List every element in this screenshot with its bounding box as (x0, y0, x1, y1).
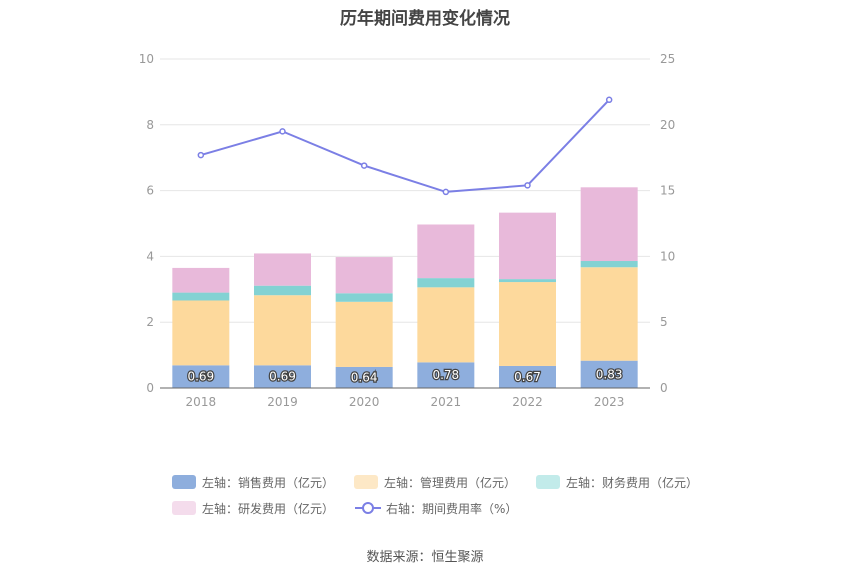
legend-swatch-sales (172, 475, 196, 489)
bar-segment (417, 278, 475, 288)
source-note: 数据来源：恒生聚源 (366, 550, 484, 565)
left-axis-tick-label: 10 (139, 52, 154, 66)
bar-segment (580, 360, 638, 388)
left-axis-tick-label: 8 (146, 118, 154, 132)
line-point (524, 182, 531, 189)
bar-segment (172, 292, 230, 301)
bar-segment (335, 257, 393, 294)
bar-segment (417, 362, 475, 388)
legend-label-finance: 左轴：财务费用（亿元） (566, 475, 699, 490)
bar-segment (417, 287, 475, 363)
legend-item-finance[interactable]: 左轴：财务费用（亿元） (536, 474, 698, 491)
bar-segment (172, 365, 230, 388)
left-axis-tick-label: 6 (146, 184, 154, 198)
legend-swatch-rd (172, 501, 196, 515)
right-axis-tick-label: 20 (660, 118, 675, 132)
legend-line-marker-icon (355, 502, 382, 514)
bar-segment (335, 301, 393, 367)
legend-swatch-admin (354, 475, 379, 489)
bar-segment (172, 267, 230, 293)
bar-segment (254, 295, 311, 366)
x-axis-tick-label: 2023 (594, 395, 625, 409)
legend-item-rd[interactable]: 左轴：研发费用（亿元） (172, 500, 334, 517)
bar-segment (254, 365, 311, 388)
left-axis-tick-label: 0 (146, 381, 154, 395)
right-axis-tick-label: 25 (660, 52, 675, 66)
right-axis-tick-label: 10 (660, 249, 675, 263)
bar-segment (499, 282, 556, 366)
bar-segment (580, 187, 638, 262)
line-point (279, 128, 286, 135)
line-series-expense-rate (200, 99, 610, 193)
x-axis-tick-label: 2022 (512, 395, 543, 409)
bar-data-label: 0.67 (514, 370, 541, 384)
right-axis-tick-label: 15 (660, 184, 675, 198)
x-axis-tick-label: 2021 (431, 395, 462, 409)
bar-segment (172, 300, 230, 366)
bar-data-label: 0.64 (351, 370, 378, 384)
legend-label-rd: 左轴：研发费用（亿元） (202, 501, 335, 516)
line-point (197, 151, 205, 159)
bar-segment (254, 285, 311, 296)
x-axis-tick-label: 2018 (186, 395, 217, 409)
right-axis-tick-label: 5 (660, 315, 668, 329)
legend-swatch-finance (536, 475, 561, 489)
legend-label-admin: 左轴：管理费用（亿元） (384, 475, 517, 490)
bar-segment (580, 267, 638, 361)
bar-data-label: 0.78 (432, 368, 459, 382)
right-axis-tick-label: 0 (660, 381, 668, 395)
bar-segment (499, 212, 556, 280)
bar-data-label: 0.83 (596, 367, 623, 381)
bar-segment (335, 366, 393, 388)
bar-segment (335, 293, 393, 302)
bar-segment (499, 279, 556, 283)
legend: 左轴：销售费用（亿元） 左轴：管理费用（亿元） 左轴：财务费用（亿元） 左轴：研… (172, 472, 732, 524)
left-axis-tick-label: 2 (146, 315, 154, 329)
chart-title: 历年期间费用变化情况 (340, 9, 510, 29)
bar-segment (580, 261, 638, 268)
line-point (442, 188, 450, 196)
bar-segment (417, 224, 475, 279)
left-axis-tick-label: 4 (146, 249, 154, 263)
x-axis-tick-label: 2020 (349, 395, 380, 409)
bar-segment (254, 253, 311, 286)
bar-data-label: 0.69 (187, 370, 214, 384)
legend-item-admin[interactable]: 左轴：管理费用（亿元） (354, 474, 516, 491)
legend-item-expense-rate[interactable]: 右轴：期间费用率（%） (354, 500, 517, 517)
legend-label-expense-rate: 右轴：期间费用率（%） (386, 501, 518, 516)
x-axis-tick-label: 2019 (267, 395, 298, 409)
bar-segment (499, 365, 556, 388)
bar-data-label: 0.69 (269, 370, 296, 384)
legend-item-sales[interactable]: 左轴：销售费用（亿元） (172, 474, 334, 491)
line-point (360, 162, 368, 169)
line-point (605, 96, 613, 104)
legend-label-sales: 左轴：销售费用（亿元） (202, 475, 335, 490)
